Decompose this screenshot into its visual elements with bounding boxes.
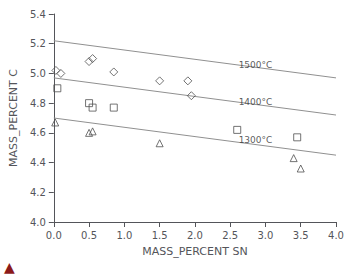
svg-text:3.0: 3.0 [257, 230, 273, 241]
svg-text:0.0: 0.0 [46, 230, 62, 241]
svg-text:5.4: 5.4 [30, 9, 46, 20]
svg-text:MASS_PERCENT SN: MASS_PERCENT SN [142, 245, 247, 258]
svg-text:1300°C: 1300°C [239, 135, 273, 145]
svg-text:4.8: 4.8 [30, 98, 46, 109]
svg-text:1400°C: 1400°C [239, 97, 273, 107]
svg-text:5.2: 5.2 [30, 38, 46, 49]
svg-text:4.2: 4.2 [30, 187, 46, 198]
svg-text:1.5: 1.5 [152, 230, 168, 241]
svg-text:4.0: 4.0 [30, 217, 46, 228]
svg-text:2.5: 2.5 [222, 230, 238, 241]
svg-text:4.0: 4.0 [328, 230, 344, 241]
svg-text:MASS_PERCENT C: MASS_PERCENT C [7, 69, 20, 167]
svg-text:▲: ▲ [4, 259, 15, 275]
svg-text:3.5: 3.5 [293, 230, 309, 241]
svg-text:1500°C: 1500°C [239, 60, 273, 70]
svg-text:4.4: 4.4 [30, 157, 46, 168]
svg-text:1.0: 1.0 [116, 230, 132, 241]
svg-text:2.0: 2.0 [187, 230, 203, 241]
svg-text:5.0: 5.0 [30, 68, 46, 79]
svg-text:0.5: 0.5 [81, 230, 97, 241]
svg-text:4.6: 4.6 [30, 127, 46, 138]
